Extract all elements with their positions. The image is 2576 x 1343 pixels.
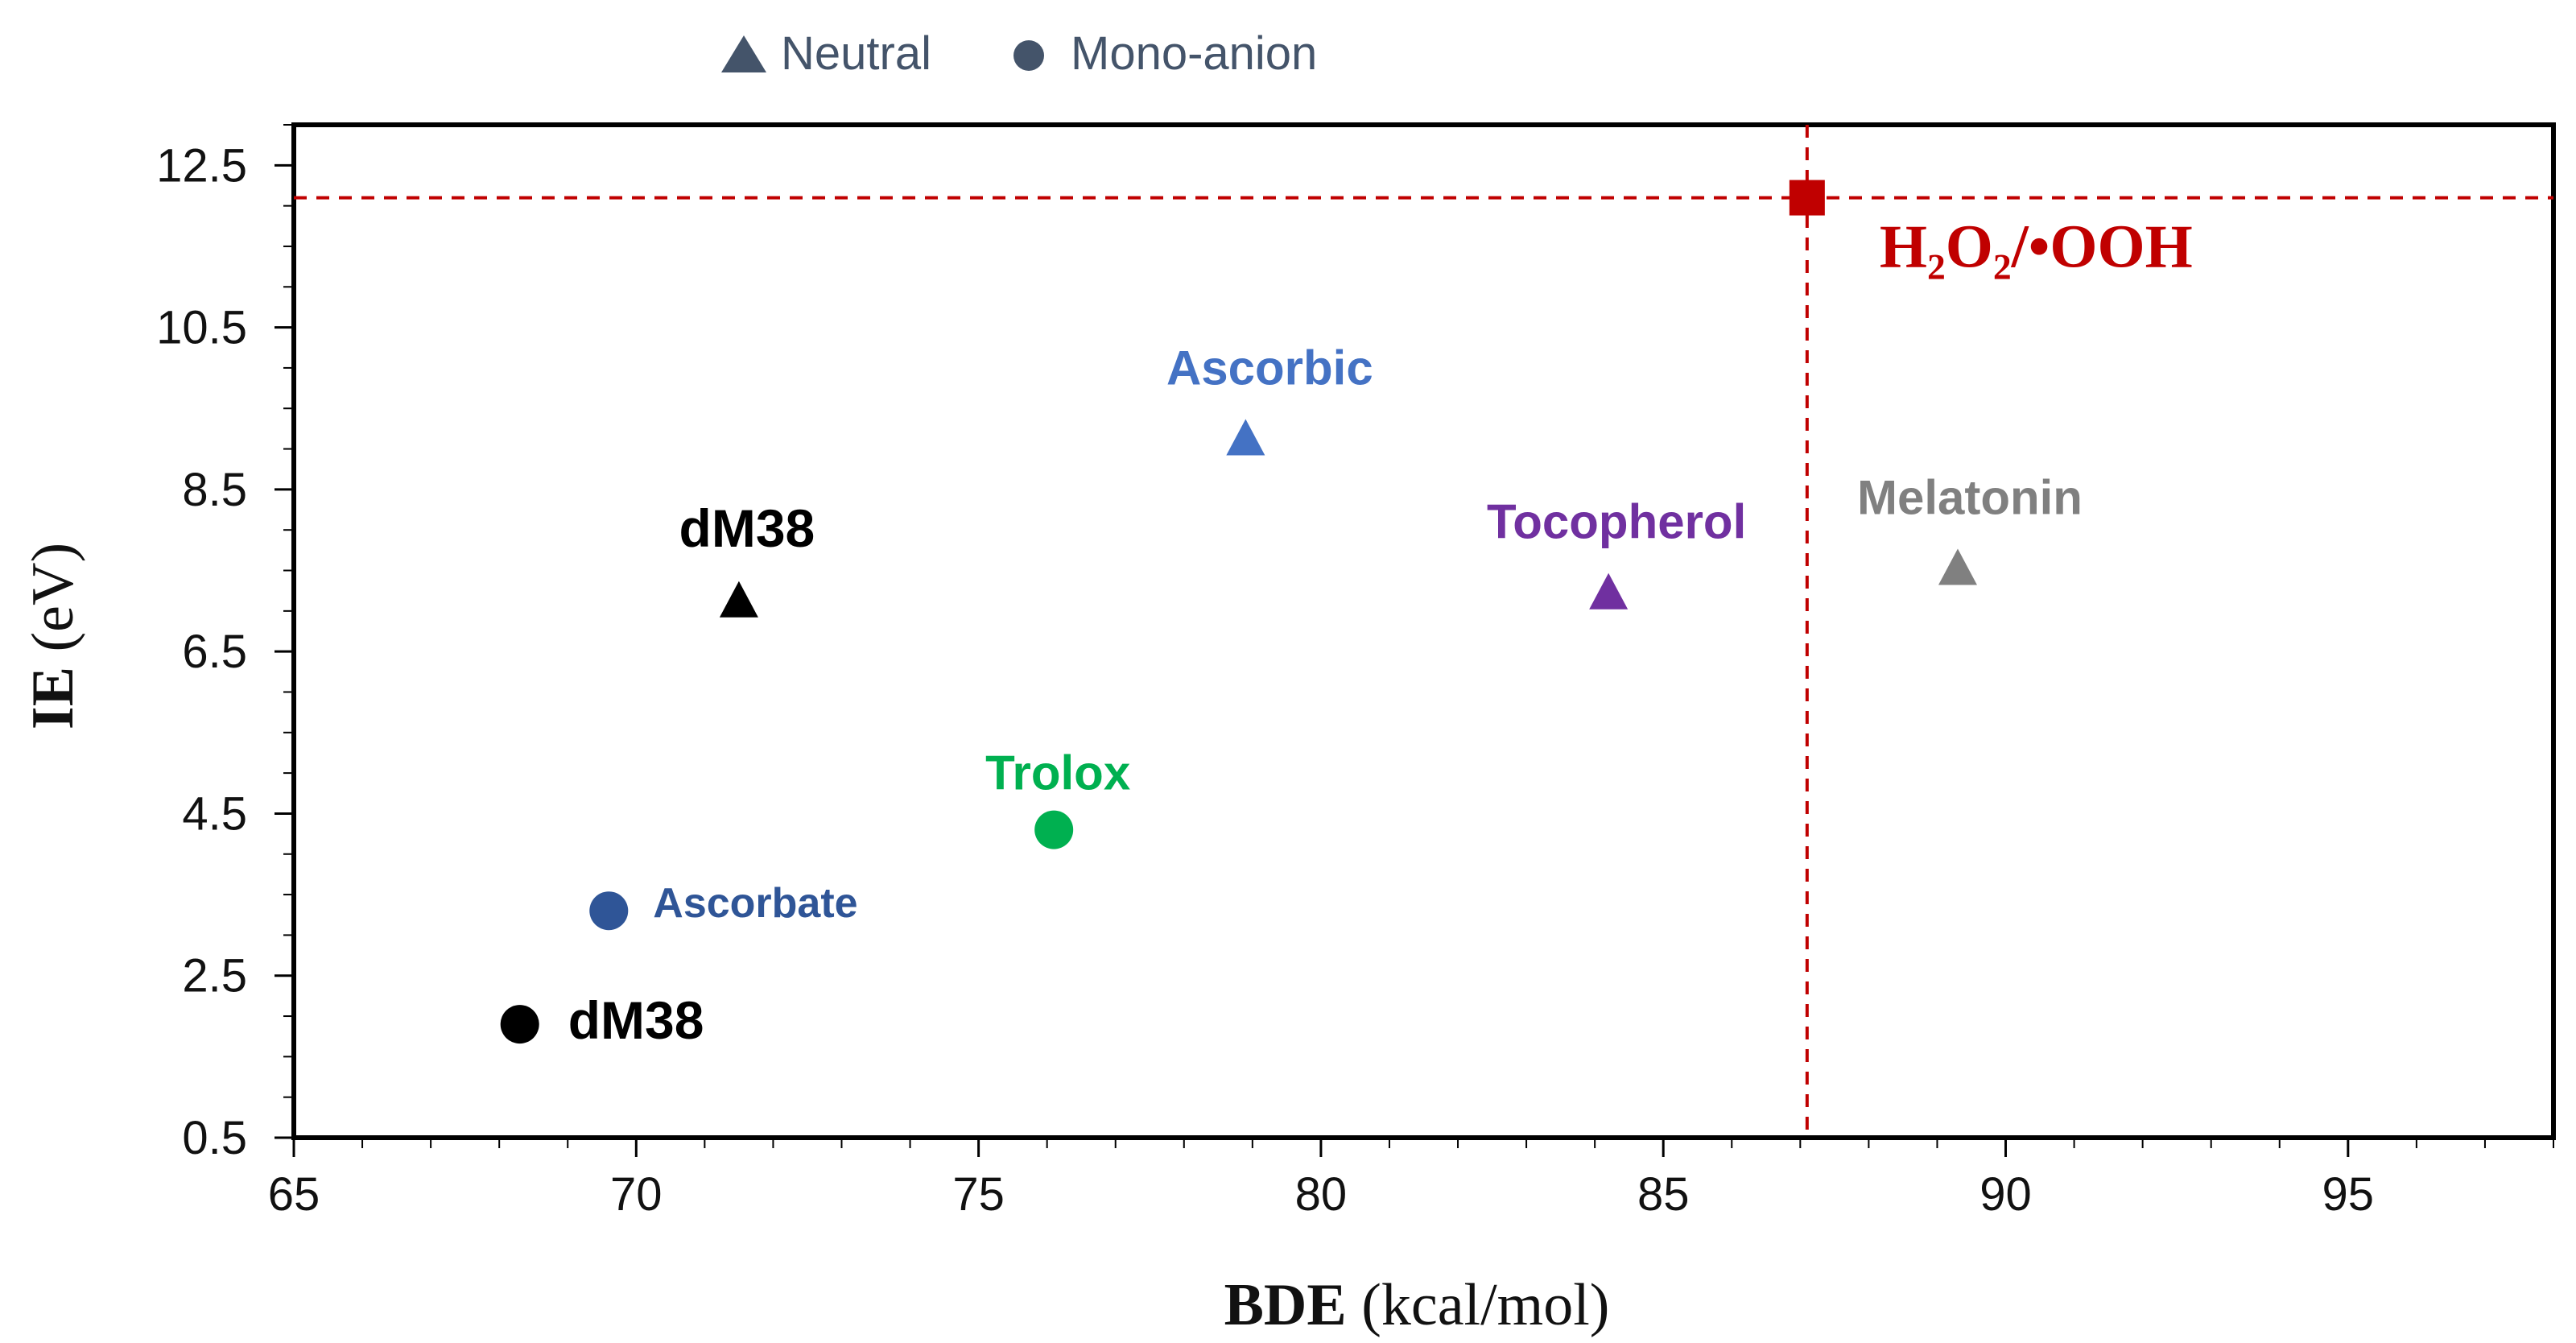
plot-area: [291, 122, 2556, 1140]
x-axis-title-main: BDE: [1224, 1272, 1347, 1338]
y-tick-label: 8.5: [182, 464, 247, 516]
legend-label-neutral: Neutral: [781, 27, 931, 80]
x-axis-title: BDE (kcal/mol): [1224, 1272, 1610, 1338]
point-label: Tocopherol: [1487, 495, 1746, 549]
x-tick-label: 80: [1295, 1168, 1348, 1221]
point-label: Ascorbic: [1166, 341, 1373, 395]
x-tick-label: 70: [610, 1168, 663, 1221]
y-tick-label: 10.5: [156, 302, 247, 354]
point-label: Ascorbate: [653, 880, 857, 927]
reference-lines: H₂O₂/•OOH: [294, 125, 2553, 1138]
y-tick-label: 2.5: [182, 950, 247, 1002]
point-label: dM38: [679, 498, 815, 558]
point-label: Trolox: [985, 746, 1130, 800]
x-axis-title-unit: (kcal/mol): [1347, 1272, 1610, 1338]
legend: Neutral Mono-anion: [721, 27, 1317, 80]
neutral-point-marker: [719, 581, 758, 618]
y-tick-label: 0.5: [182, 1112, 247, 1164]
y-tick-label: 12.5: [156, 139, 247, 192]
y-tick-label: 6.5: [182, 626, 247, 678]
y-axis-title: IE (eV): [20, 543, 86, 729]
point-label: dM38: [568, 990, 704, 1050]
x-tick-label: 95: [2322, 1168, 2375, 1221]
neutral-point-marker: [1226, 419, 1265, 456]
y-axis-title-main: IE: [20, 667, 86, 729]
x-tick-label: 65: [268, 1168, 320, 1221]
reference-point-marker: [1789, 180, 1825, 216]
mono-anion-point-marker: [1034, 810, 1074, 849]
legend-circle-icon: [1013, 40, 1044, 71]
legend-label-mono-anion: Mono-anion: [1071, 27, 1317, 80]
y-axis-title-unit: (eV): [20, 543, 86, 667]
x-tick-label: 75: [952, 1168, 1005, 1221]
data-points: dM38 Ascorbic Tocopherol Melatonin Trolox Asc…: [500, 341, 2083, 1050]
neutral-point-marker: [1938, 548, 1977, 585]
reference-label: H₂O₂/•OOH: [1880, 213, 2193, 281]
point-label: Melatonin: [1857, 471, 2083, 525]
neutral-point-marker: [1589, 572, 1629, 610]
mono-anion-point-marker: [500, 1005, 539, 1044]
legend-triangle-icon: [721, 35, 766, 72]
y-tick-label: 4.5: [182, 787, 247, 840]
axis-ticks: 65 70 75 80 85 90 95 0.5 2.5 4.5 6.5 8.5 10.5 12.5: [156, 124, 2554, 1221]
mono-anion-point-marker: [589, 891, 629, 931]
x-tick-label: 90: [1979, 1168, 2032, 1221]
x-tick-label: 85: [1637, 1168, 1690, 1221]
